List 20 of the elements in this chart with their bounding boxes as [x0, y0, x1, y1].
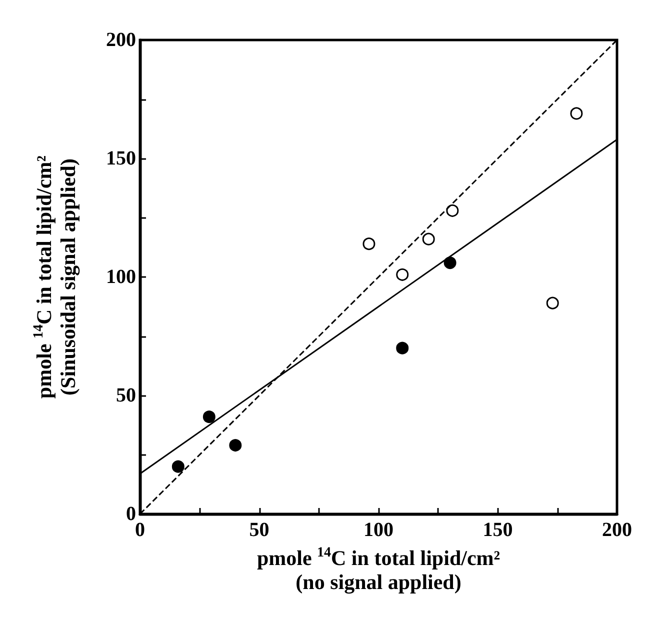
point: [362, 238, 376, 250]
y-tick-label: 150: [106, 148, 136, 170]
point: [546, 296, 559, 310]
point: [229, 439, 242, 452]
point: [396, 342, 409, 354]
y-tick-label: 200: [106, 29, 136, 51]
x-tick-label: 50: [249, 519, 270, 541]
y-tick-label: 100: [106, 266, 136, 288]
x-tick-label: 200: [602, 519, 632, 541]
x-tick-label: 150: [482, 519, 513, 541]
point: [396, 268, 409, 281]
y-tick-label: 0: [126, 503, 136, 525]
point: [202, 410, 216, 424]
point: [422, 232, 435, 246]
point: [172, 460, 184, 473]
point: [570, 107, 583, 120]
x-tick-label: 100: [364, 519, 394, 541]
point: [444, 256, 456, 270]
point: [446, 204, 459, 217]
y-tick-label: 50: [116, 384, 136, 406]
